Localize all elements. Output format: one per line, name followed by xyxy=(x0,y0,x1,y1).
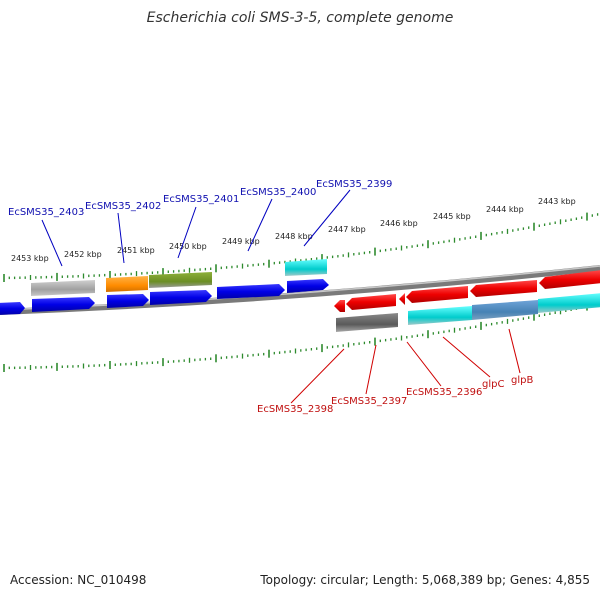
tick-label: 2446 kbp xyxy=(380,219,418,228)
reverse-gene-labels: EcSMS35_2398 EcSMS35_2397 EcSMS35_2396 g… xyxy=(257,375,533,415)
gene-arrow-reverse[interactable] xyxy=(406,286,468,303)
category-box-olive xyxy=(149,272,212,288)
leader-line xyxy=(442,336,491,378)
genome-summary-text: Topology: circular; Length: 5,068,389 bp… xyxy=(260,573,590,587)
accession-text: Accession: NC_010498 xyxy=(10,573,147,587)
gene-label[interactable]: EcSMS35_2397 xyxy=(331,396,407,407)
leader-line xyxy=(508,328,521,374)
gene-label[interactable]: EcSMS35_2402 xyxy=(85,201,161,212)
gene-arrow-reverse[interactable] xyxy=(346,294,396,310)
gene-arrow-reverse[interactable] xyxy=(470,280,537,297)
category-box-orange xyxy=(106,276,148,292)
gene-label[interactable]: glpC xyxy=(482,379,504,390)
gene-arrow-forward[interactable] xyxy=(32,297,95,312)
gene-label[interactable]: EcSMS35_2401 xyxy=(163,194,239,205)
category-box-gray xyxy=(31,280,95,296)
leader-line xyxy=(177,206,197,259)
inner-ruler-ticks xyxy=(3,302,599,372)
map-title: Escherichia coli SMS-3-5, complete genom… xyxy=(146,10,454,26)
gene-arrow-forward[interactable] xyxy=(0,302,25,315)
category-box-dark-gray xyxy=(336,313,398,332)
gene-arrow-reverse[interactable] xyxy=(334,300,345,312)
reverse-label-leaders xyxy=(290,328,521,404)
tick-label: 2443 kbp xyxy=(538,197,576,206)
leader-line xyxy=(406,341,442,387)
category-box-steel xyxy=(472,300,538,320)
category-box-cyan xyxy=(538,293,600,313)
leader-line xyxy=(247,198,273,252)
leader-line xyxy=(290,348,345,404)
category-box-cyan xyxy=(408,306,472,325)
reverse-category-boxes xyxy=(336,293,600,332)
leader-line xyxy=(365,344,377,395)
gene-arrow-forward[interactable] xyxy=(150,290,212,305)
tick-label: 2444 kbp xyxy=(486,205,524,214)
reverse-strand-genes xyxy=(334,270,600,312)
tick-label: 2453 kbp xyxy=(11,254,49,263)
tick-label: 2448 kbp xyxy=(275,232,313,241)
gene-label[interactable]: EcSMS35_2403 xyxy=(8,207,84,218)
tick-label: 2447 kbp xyxy=(328,225,366,234)
gene-arrow-reverse[interactable] xyxy=(539,270,600,289)
gene-label[interactable]: EcSMS35_2396 xyxy=(406,387,482,398)
forward-label-leaders xyxy=(41,189,351,267)
forward-category-boxes xyxy=(31,259,327,296)
gene-arrow-forward[interactable] xyxy=(107,294,149,308)
gene-label[interactable]: glpB xyxy=(511,375,533,386)
ruler-labels: 2453 kbp 2452 kbp 2451 kbp 2450 kbp 2449… xyxy=(11,197,576,263)
tick-label: 2449 kbp xyxy=(222,237,260,246)
leader-line xyxy=(41,219,63,267)
gene-label[interactable]: EcSMS35_2399 xyxy=(316,179,392,190)
leader-line xyxy=(303,189,351,247)
leader-line xyxy=(117,212,125,264)
gene-arrow-forward[interactable] xyxy=(287,279,329,293)
tick-label: 2451 kbp xyxy=(117,246,155,255)
forward-strand-genes xyxy=(0,279,329,315)
gene-label[interactable]: EcSMS35_2398 xyxy=(257,404,333,415)
forward-gene-labels: EcSMS35_2403 EcSMS35_2402 EcSMS35_2401 E… xyxy=(8,179,392,218)
tick-label: 2452 kbp xyxy=(64,250,102,259)
category-box-cyan xyxy=(285,259,327,276)
outer-ruler-ticks xyxy=(3,212,599,282)
tick-label: 2450 kbp xyxy=(169,242,207,251)
gene-arrow-reverse[interactable] xyxy=(399,293,405,305)
tick-label: 2445 kbp xyxy=(433,212,471,221)
gene-arrow-forward[interactable] xyxy=(217,284,285,299)
gene-label[interactable]: EcSMS35_2400 xyxy=(240,187,316,198)
